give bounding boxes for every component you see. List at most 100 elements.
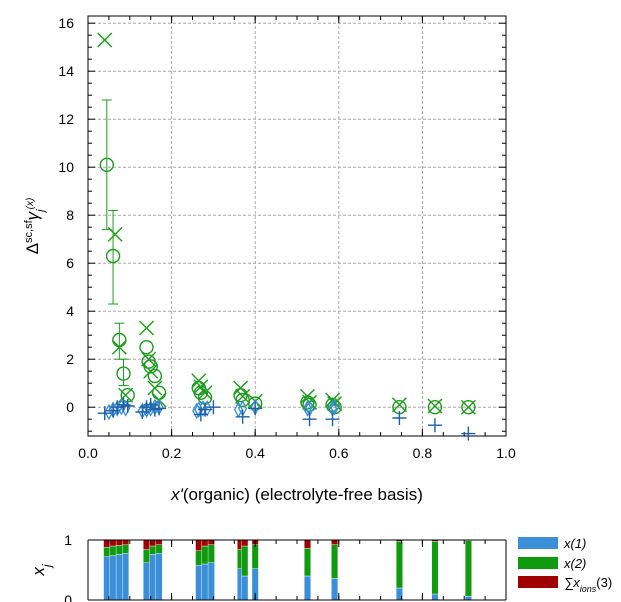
legend-label-x1: x(1) <box>563 536 586 551</box>
composition-bar-segment <box>241 545 249 577</box>
point-marker-circle <box>300 395 315 410</box>
y-tick-label: 6 <box>66 255 74 271</box>
point-marker-plus <box>325 412 340 427</box>
point-marker-diamond <box>104 403 114 421</box>
point-marker-diamond <box>146 400 156 417</box>
composition-bar-segment <box>155 544 163 554</box>
legend: x(1) x(2) ∑xions(3) <box>518 536 612 594</box>
point-marker-circle <box>427 400 443 415</box>
y-tick-label: 8 <box>66 207 74 223</box>
error-bars <box>101 99 129 387</box>
composition-bar-plot: 1 0 xj <box>29 532 507 602</box>
point-marker-x <box>107 226 123 242</box>
point-marker-plus <box>427 418 442 433</box>
point-marker-x <box>139 320 155 336</box>
point-marker-diamond <box>302 400 313 417</box>
comp-y-label-sub: j <box>40 564 54 569</box>
point-marker-circle <box>147 368 163 384</box>
y-tick-label: 2 <box>66 351 74 367</box>
point-marker-plus <box>248 401 263 416</box>
composition-bar-segment <box>331 544 339 579</box>
legend-label-ions-sub: ions <box>580 584 597 594</box>
point-marker-plus <box>206 400 221 415</box>
main-marks <box>97 32 476 441</box>
point-marker-x <box>141 351 157 367</box>
main-grid <box>88 16 506 436</box>
composition-bar-segment <box>241 539 249 547</box>
comp-y-label-x: x <box>29 567 48 577</box>
legend-swatch-x1 <box>518 537 558 549</box>
composition-bar-segment <box>201 563 209 601</box>
composition-bar-segment <box>251 544 259 569</box>
x-tick-label: 0.4 <box>245 445 265 461</box>
comp-ytick-0: 0 <box>64 592 72 602</box>
composition-bar-segment <box>103 556 111 601</box>
point-marker-diamond <box>194 401 204 418</box>
point-marker-circle <box>116 366 131 381</box>
y-tick-label: 14 <box>58 63 74 79</box>
point-marker-x <box>391 397 407 413</box>
x-tick-label: 0.0 <box>78 445 98 461</box>
point-marker-circle <box>143 359 158 374</box>
composition-bar-segment <box>149 545 157 555</box>
comp-ticks <box>87 539 507 601</box>
composition-bar-segment <box>109 539 117 547</box>
legend-label-ions-sum: ∑x <box>564 575 580 590</box>
point-marker-plus <box>120 399 135 413</box>
composition-bar-segment <box>115 545 123 555</box>
point-marker-plus <box>302 412 317 427</box>
composition-bar-segment <box>431 541 439 595</box>
point-marker-plus <box>97 406 112 421</box>
composition-bar-segment <box>122 544 130 554</box>
composition-bar-segment <box>195 539 203 552</box>
composition-bar-segment <box>201 539 209 547</box>
x-label-var: x' <box>170 485 184 504</box>
x-tick-label: 0.6 <box>329 445 349 461</box>
composition-bar-segment <box>201 545 209 565</box>
point-marker-x <box>97 32 113 48</box>
composition-bar-segment <box>431 593 439 601</box>
main-scatter-plot: 0.0 0.2 0.4 0.6 0.8 1.0 0 2 4 6 8 10 12 14 16 <box>58 15 516 461</box>
x-label-rest: (organic) (electrolyte-free basis) <box>183 485 423 504</box>
point-marker-x <box>197 385 213 401</box>
legend-label-ions: ∑xions(3) <box>564 575 612 594</box>
legend-label-ions-tail: (3) <box>596 575 612 590</box>
main-ticks: 0.0 0.2 0.4 0.6 0.8 1.0 0 2 4 6 8 10 12 14 16 <box>58 15 516 461</box>
point-marker-plus <box>152 401 167 416</box>
y-tick-label: 12 <box>58 111 74 127</box>
point-marker-circle <box>105 248 121 264</box>
y-tick-label: 16 <box>58 15 74 31</box>
x-tick-label: 0.2 <box>162 445 182 461</box>
composition-bar-segment <box>195 550 203 566</box>
y-label-sup: sc,sf <box>23 219 35 243</box>
legend-swatch-ions <box>518 576 558 588</box>
composition-bar-segment <box>464 540 472 597</box>
composition-bar-segment <box>241 575 249 601</box>
y-tick-label: 0 <box>66 399 74 415</box>
legend-label-x2: x(2) <box>563 556 586 571</box>
point-marker-circle <box>193 385 209 400</box>
point-marker-x <box>111 339 127 355</box>
composition-bar-segment <box>143 562 150 601</box>
point-marker-x <box>233 380 249 396</box>
y-label-gamma-sup: (x) <box>25 198 36 210</box>
composition-bar-segment <box>304 548 311 577</box>
composition-bar-segment <box>395 541 403 589</box>
composition-bar-segment <box>195 565 203 601</box>
composition-bar-segment <box>304 539 311 549</box>
point-marker-plus <box>392 411 407 425</box>
y-axis-label: Δsc,sfγj(x) <box>23 198 47 255</box>
point-marker-plus <box>198 402 213 417</box>
composition-bar-segment <box>149 554 157 601</box>
point-marker-plus <box>461 426 476 441</box>
y-label-sub: j <box>35 209 47 214</box>
composition-bar-segment <box>103 547 111 558</box>
y-label-gamma: γ <box>23 210 42 220</box>
y-tick-label: 4 <box>66 303 74 319</box>
point-marker-x <box>191 373 207 389</box>
composition-bar-segment <box>207 544 215 563</box>
point-marker-circle <box>139 340 154 355</box>
composition-bar-segment <box>331 539 339 545</box>
composition-bar-segment <box>155 553 163 601</box>
